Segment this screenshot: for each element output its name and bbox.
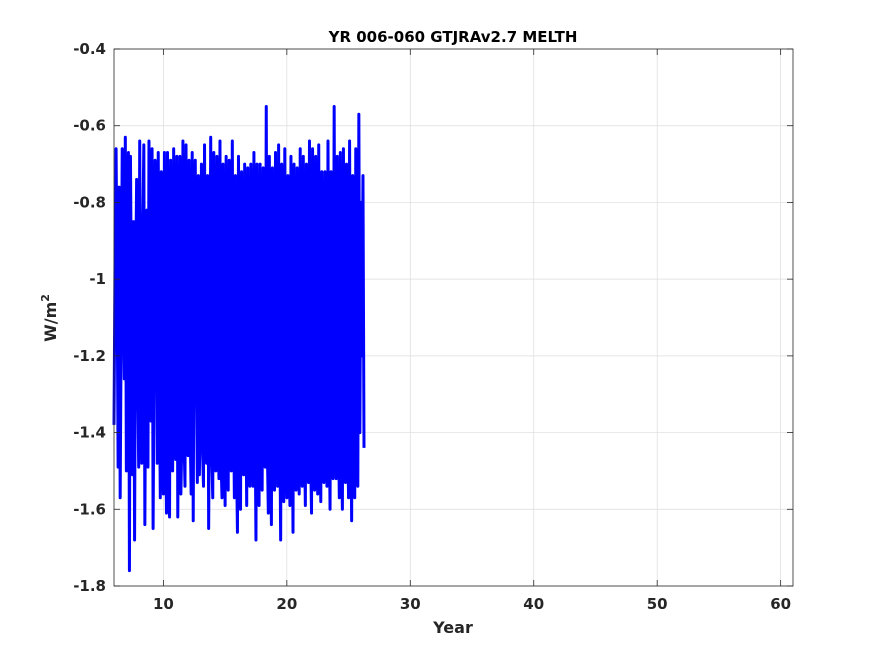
y-tick-label: -1.8	[73, 577, 106, 595]
y-tick-label: -0.8	[73, 193, 106, 211]
y-tick-label: -0.6	[73, 117, 106, 135]
chart-title: YR 006-060 GTJRAv2.7 MELTH	[328, 28, 578, 46]
x-tick-label: 20	[276, 595, 297, 613]
x-axis-label: Year	[432, 618, 473, 637]
x-tick-label: 50	[647, 595, 668, 613]
y-tick-label: -1	[89, 270, 106, 288]
x-axis-ticks: 10 20 30 40 50 60	[153, 49, 791, 613]
y-axis-label: W/m2	[39, 294, 60, 342]
y-tick-label: -1.4	[73, 424, 106, 442]
x-tick-label: 60	[770, 595, 791, 613]
x-tick-label: 30	[400, 595, 421, 613]
y-tick-label: -0.4	[73, 40, 106, 58]
x-tick-label: 40	[523, 595, 544, 613]
x-tick-label: 10	[153, 595, 174, 613]
y-axis-ticks: -1.8 -1.6 -1.4 -1.2 -1 -0.8 -0.6 -0.4	[73, 40, 793, 595]
y-axis-label-base: W/m	[41, 302, 60, 342]
series-layer	[112, 105, 366, 573]
y-tick-label: -1.6	[73, 500, 106, 518]
plot-frame	[113, 48, 794, 587]
y-tick-label: -1.2	[73, 347, 106, 365]
y-axis-label-superscript: 2	[39, 294, 52, 302]
series-line	[112, 105, 366, 573]
